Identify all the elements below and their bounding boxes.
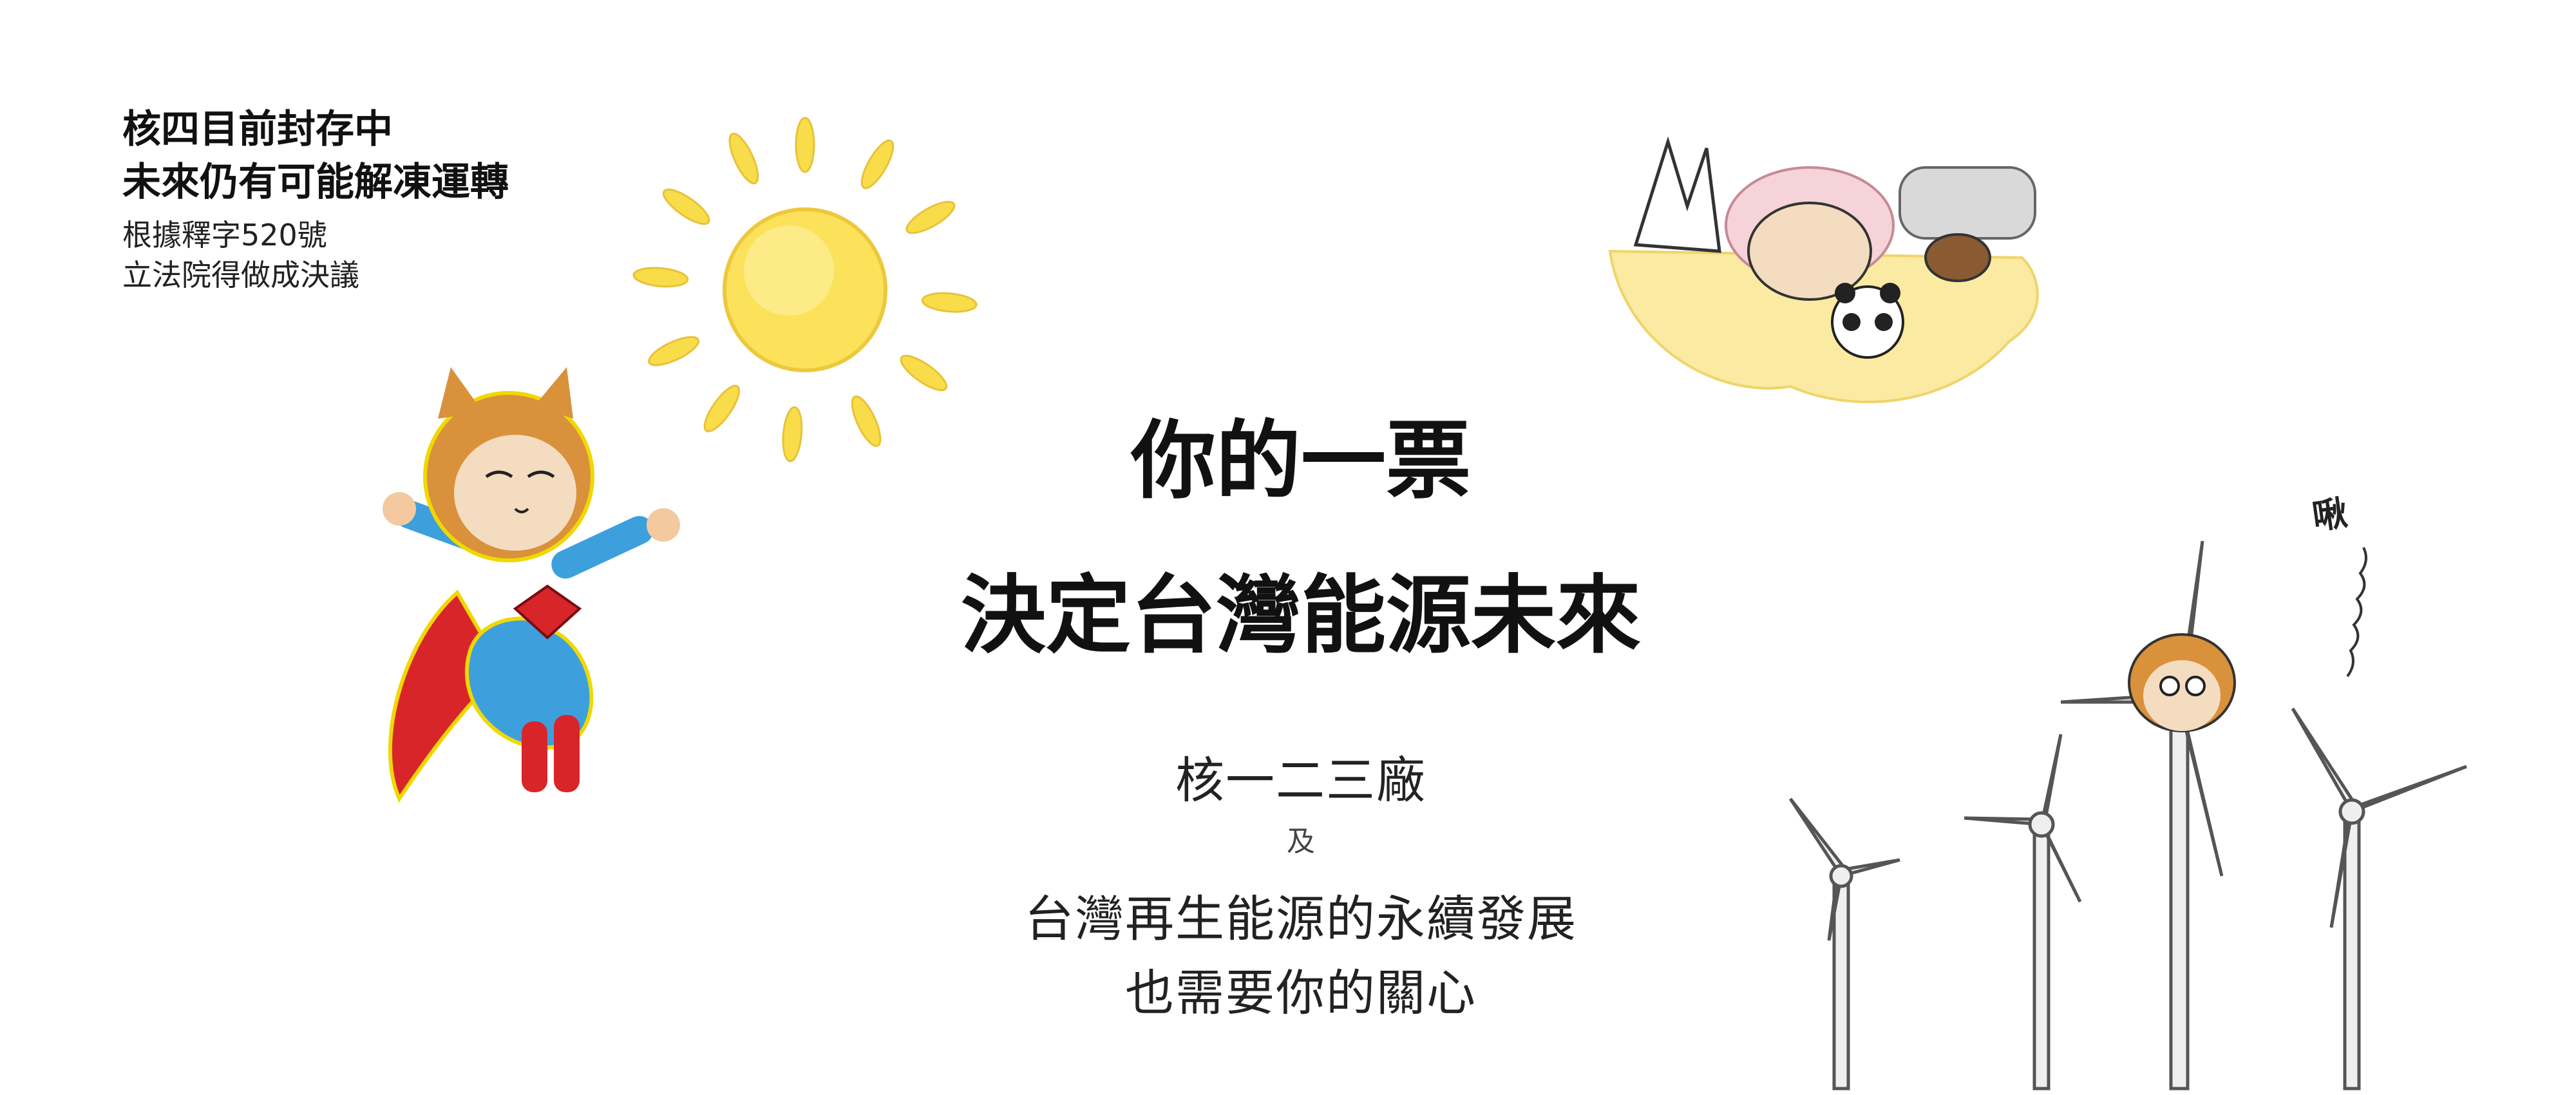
- headline-line-2: 決定台灣能源未來: [961, 566, 1641, 665]
- superhero-character: [383, 367, 680, 803]
- subtitle-connector: 及: [1287, 825, 1315, 858]
- notes-block: 核四目前封存中 未來仍有可能解凍運轉 根據釋字520號 立法院得做成決議: [122, 103, 509, 295]
- sun-illustration: [632, 117, 978, 462]
- note-line-1: 核四目前封存中: [122, 107, 393, 152]
- headline-line-1: 你的一票: [1131, 411, 1471, 511]
- note-line-3: 根據釋字520號: [122, 218, 327, 252]
- sound-effect-text: 啾: [2309, 492, 2350, 538]
- hot-spring-animals: [1608, 136, 2039, 403]
- subtitle-line-3: 也需要你的關心: [1125, 964, 1477, 1022]
- subtitle-line-2: 台灣再生能源的永續發展: [1025, 890, 1577, 947]
- note-line-2: 未來仍有可能解凍運轉: [122, 160, 509, 205]
- subtitle-line-1: 核一二三廠: [1175, 752, 1426, 809]
- wind-turbines-illustration: [1788, 540, 2467, 1090]
- note-line-4: 立法院得做成決議: [122, 258, 359, 292]
